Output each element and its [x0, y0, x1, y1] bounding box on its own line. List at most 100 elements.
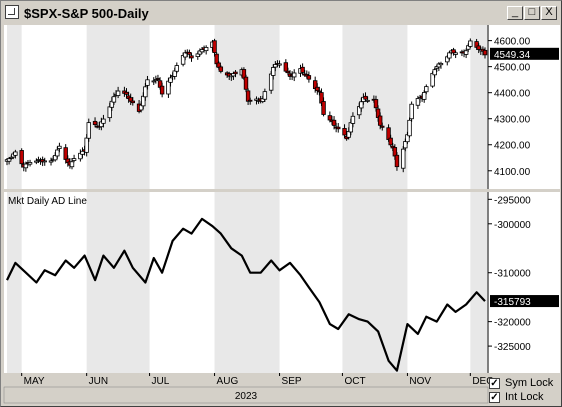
int-lock-checkbox[interactable]: ✓ — [489, 392, 500, 403]
candle-body — [19, 150, 24, 165]
candle-body — [57, 145, 62, 149]
ad-tick-label: -295000 — [494, 195, 531, 206]
candle-body — [80, 150, 85, 155]
candle-body — [243, 76, 249, 90]
candle-body — [447, 52, 452, 59]
candle-body — [130, 100, 135, 104]
year-label: 2023 — [235, 391, 258, 402]
candle-body — [34, 160, 39, 163]
candle-body — [271, 67, 276, 76]
month-shade — [214, 192, 280, 373]
candle-body — [262, 91, 268, 100]
maximize-button[interactable]: □ — [524, 6, 540, 20]
candle-body — [468, 40, 473, 47]
ad-axis — [488, 192, 560, 373]
candle-body — [145, 79, 150, 86]
month-shade — [7, 25, 22, 189]
month-shade — [342, 192, 408, 373]
candle-body — [124, 91, 129, 95]
candle-body — [172, 70, 177, 77]
candle-body — [365, 99, 370, 102]
month-shade — [7, 192, 22, 373]
candles — [4, 38, 488, 173]
sym-lock-checkbox[interactable]: ✓ — [489, 378, 500, 389]
candle-body — [111, 96, 117, 103]
candle-body — [69, 161, 75, 168]
candle-body — [415, 98, 421, 106]
candle-body — [432, 69, 437, 76]
close-button[interactable]: X — [541, 6, 557, 20]
candle-body — [359, 101, 364, 109]
candle-body — [342, 128, 347, 136]
ad-tick-label: -320000 — [494, 318, 531, 329]
candle-body — [71, 158, 77, 161]
ad-tick-label: -310000 — [494, 269, 531, 280]
candle-body — [336, 126, 341, 130]
candle-body — [203, 47, 209, 52]
candle-body — [101, 118, 106, 124]
candle-body — [23, 163, 29, 169]
ad-tick-label: -325000 — [494, 342, 531, 353]
candle-body — [380, 125, 385, 128]
price-last-value: 4549.34 — [494, 50, 531, 61]
candle-body — [394, 154, 400, 168]
ad-panel-title: Mkt Daily AD Line — [8, 196, 87, 207]
ad-line — [6, 217, 486, 372]
candle-body — [107, 106, 112, 119]
candle-body — [331, 119, 337, 126]
title-bar[interactable]: $SPX-S&P 500-Daily _ □ X — [2, 2, 560, 24]
price-tick-label: 4500.00 — [494, 63, 531, 74]
price-tick-label: 4600.00 — [494, 37, 531, 48]
candle-body — [363, 95, 368, 100]
minimize-button[interactable]: _ — [507, 6, 523, 20]
candle-body — [218, 66, 224, 72]
sym-lock-label: Sym Lock — [505, 377, 554, 389]
candle-body — [48, 160, 54, 163]
candle-body — [401, 148, 406, 169]
int-lock-label: Int Lock — [505, 391, 544, 403]
chart-area[interactable]: 4100.00 4200.00 4300.00 4400.00 4500.00 4600.… — [2, 24, 560, 405]
candle-body — [476, 45, 481, 50]
candle-body — [463, 50, 469, 55]
x-axis-months — [4, 373, 488, 387]
candle-body — [292, 72, 297, 78]
price-tick-label: 4100.00 — [494, 167, 531, 178]
month-label: OCT — [344, 376, 365, 387]
candle-body — [168, 77, 173, 83]
candle-body — [388, 137, 393, 146]
month-shade — [470, 25, 488, 189]
window-icon[interactable] — [5, 5, 19, 19]
candle-body — [407, 119, 412, 137]
candle-body — [453, 52, 458, 55]
candle-body — [13, 151, 18, 156]
candle-body — [189, 55, 194, 59]
price-last-value-box — [490, 47, 559, 60]
month-label: DEC — [472, 376, 493, 387]
price-tick-label: 4300.00 — [494, 115, 531, 126]
candle-body — [277, 63, 282, 66]
candle-body — [403, 141, 408, 149]
candle-body — [159, 85, 165, 95]
candle-body — [348, 122, 354, 133]
candle-body — [115, 90, 121, 96]
price-tick-label: 4200.00 — [494, 141, 531, 152]
candle-body — [424, 86, 429, 93]
candle-body — [268, 73, 274, 91]
candle-body — [141, 95, 146, 107]
candle-body — [84, 137, 89, 153]
month-shade — [470, 192, 488, 373]
ad-tick-label: -300000 — [494, 220, 531, 231]
window-title: $SPX-S&P 500-Daily — [24, 6, 149, 21]
candle-body — [317, 90, 322, 93]
candle-body — [430, 72, 435, 87]
candle-body — [377, 115, 383, 126]
candle-body — [306, 75, 312, 80]
candle-body — [233, 71, 238, 75]
candle-body — [6, 158, 12, 162]
month-label: JUL — [152, 376, 170, 387]
candle-body — [350, 115, 356, 124]
month-label: JUN — [89, 376, 108, 387]
candle-body — [373, 99, 379, 109]
candle-body — [92, 120, 98, 126]
